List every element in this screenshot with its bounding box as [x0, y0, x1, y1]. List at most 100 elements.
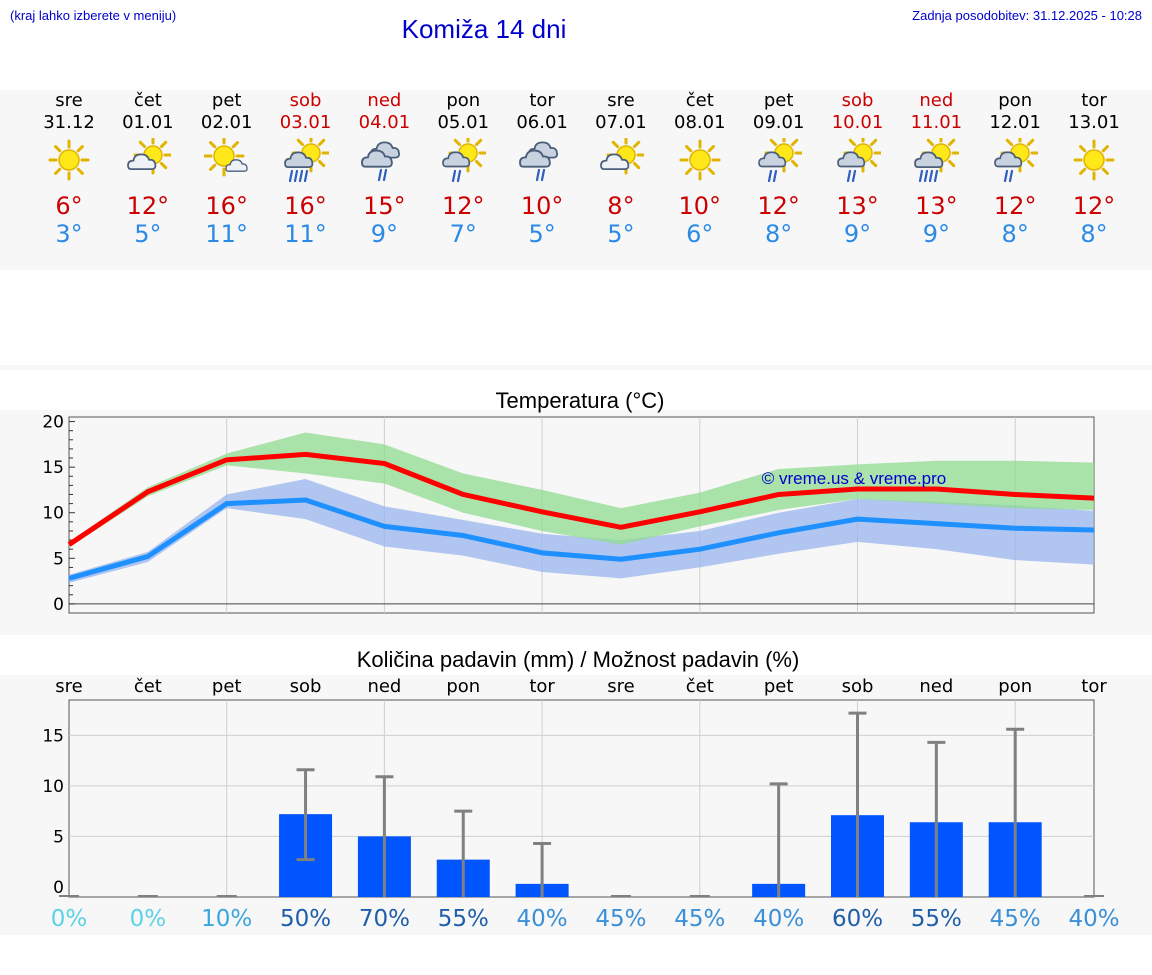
min-temperature-line	[68, 497, 1095, 581]
day-name: ned	[919, 90, 954, 111]
precipitation-x-tick: ned	[919, 676, 953, 697]
day-column: pon 05.01 12° 7°	[423, 90, 503, 248]
sun-cloud-rain-icon	[975, 138, 1055, 182]
day-date: 06.01	[516, 112, 568, 133]
max-temperature: 10°	[520, 192, 564, 220]
sun-icon	[660, 138, 740, 182]
day-date: 31.12	[43, 112, 95, 133]
min-temperature: 5°	[134, 220, 162, 248]
day-date: 02.01	[200, 112, 253, 133]
precipitation-y-tick: 0	[53, 878, 64, 898]
precipitation-probability-label: 45%	[674, 906, 725, 932]
day-column: ned 04.01 15° 9°	[344, 90, 424, 248]
max-temperature: 6°	[55, 192, 83, 220]
precipitation-x-tick: sob	[290, 676, 322, 697]
day-column: tor 06.01 10° 5°	[502, 90, 582, 248]
day-name: sob	[289, 90, 322, 111]
day-column: pet 02.01 16° 11°	[187, 90, 267, 248]
day-date: 13.01	[1068, 112, 1120, 133]
max-temperature-range-band	[69, 432, 1095, 548]
precipitation-probability-label: 55%	[438, 906, 489, 932]
precipitation-probability-label: 40%	[1068, 906, 1119, 932]
sun-cloud-rain-icon	[739, 138, 819, 182]
temperature-y-tick: 10	[42, 504, 64, 524]
precipitation-probability-label: 60%	[832, 906, 883, 932]
precipitation-x-tick: tor	[529, 676, 555, 697]
sun-cloud-rain-icon	[423, 138, 503, 182]
day-column: pet 09.01 12° 8°	[739, 90, 819, 248]
precipitation-probability-label: 45%	[595, 906, 646, 932]
partly-cloudy-icon	[581, 138, 661, 182]
precipitation-probability-label: 50%	[280, 906, 331, 932]
day-name: pon	[998, 90, 1033, 111]
temperature-y-tick: 5	[53, 549, 64, 569]
precipitation-chart-title: Količina padavin (mm) / Možnost padavin …	[357, 647, 800, 672]
max-temperature: 12°	[441, 192, 485, 220]
precipitation-probability-label: 40%	[753, 906, 804, 932]
temperature-chart-title: Temperatura (°C)	[496, 388, 665, 413]
max-temperature-line	[67, 451, 1095, 547]
max-temperature: 13°	[915, 192, 958, 220]
day-date: 10.01	[831, 112, 884, 133]
partly-cloudy-icon	[108, 138, 188, 182]
min-temperature: 8°	[1080, 220, 1108, 248]
sun-cloud-heavy-rain-icon	[266, 138, 346, 182]
page-title: Komiža 14 dni	[401, 14, 567, 44]
precipitation-x-tick: pet	[212, 676, 242, 697]
forecast-strip-background	[0, 90, 1152, 270]
day-date: 11.01	[910, 112, 963, 133]
temperature-y-tick: 0	[53, 595, 64, 615]
max-temperature: 16°	[284, 192, 327, 220]
max-temperature: 8°	[607, 192, 635, 220]
min-temperature: 5°	[528, 220, 556, 248]
sun-cloud-rain-icon	[818, 138, 898, 182]
precipitation-probability-label: 55%	[911, 906, 962, 932]
max-temperature: 12°	[126, 192, 170, 220]
min-temperature: 11°	[284, 220, 327, 248]
precipitation-probability-label: 10%	[201, 906, 252, 932]
precipitation-x-tick: pon	[446, 676, 480, 697]
day-date: 04.01	[358, 112, 411, 133]
day-date: 05.01	[437, 112, 490, 133]
day-column: čet 01.01 12° 5°	[108, 90, 188, 248]
day-column: ned 11.01 13° 9°	[896, 90, 976, 248]
mostly-sunny-icon	[187, 138, 267, 182]
precipitation-x-tick: ned	[367, 676, 401, 697]
max-temperature: 16°	[205, 192, 248, 220]
max-temperature: 13°	[836, 192, 879, 220]
day-name: sre	[607, 90, 635, 111]
precipitation-probability-label: 0%	[51, 906, 88, 932]
precipitation-x-tick: čet	[134, 676, 162, 697]
precipitation-x-tick: sob	[842, 676, 874, 697]
day-column: pon 12.01 12° 8°	[975, 90, 1055, 248]
min-temperature: 8°	[765, 220, 793, 248]
day-column: sre 07.01 8° 5°	[581, 90, 661, 248]
max-temperature: 10°	[678, 192, 722, 220]
min-temperature: 9°	[922, 220, 950, 248]
day-name: pet	[763, 90, 794, 111]
section-divider	[0, 365, 1152, 370]
day-date: 01.01	[122, 112, 174, 133]
day-date: 03.01	[279, 112, 332, 133]
sun-icon	[1054, 138, 1134, 182]
precipitation-y-tick: 5	[53, 827, 64, 847]
day-name: tor	[1081, 90, 1107, 111]
cloudy-rain-icon	[344, 138, 424, 182]
day-name: sre	[55, 90, 83, 111]
precipitation-probability-label: 40%	[517, 906, 568, 932]
precipitation-x-tick: pon	[998, 676, 1032, 697]
min-temperature: 5°	[607, 220, 635, 248]
day-date: 09.01	[752, 112, 805, 133]
day-name: ned	[367, 90, 402, 111]
min-temperature: 6°	[686, 220, 714, 248]
day-name: čet	[685, 90, 714, 111]
day-date: 12.01	[989, 112, 1041, 133]
precipitation-x-tick: sre	[607, 676, 634, 697]
min-temperature: 7°	[449, 220, 477, 248]
precipitation-probability-label: 70%	[359, 906, 410, 932]
precipitation-x-tick: čet	[686, 676, 714, 697]
cloudy-rain-icon	[502, 138, 582, 182]
day-column: čet 08.01 10° 6°	[660, 90, 740, 248]
day-name: tor	[529, 90, 555, 111]
max-temperature: 15°	[363, 192, 406, 220]
